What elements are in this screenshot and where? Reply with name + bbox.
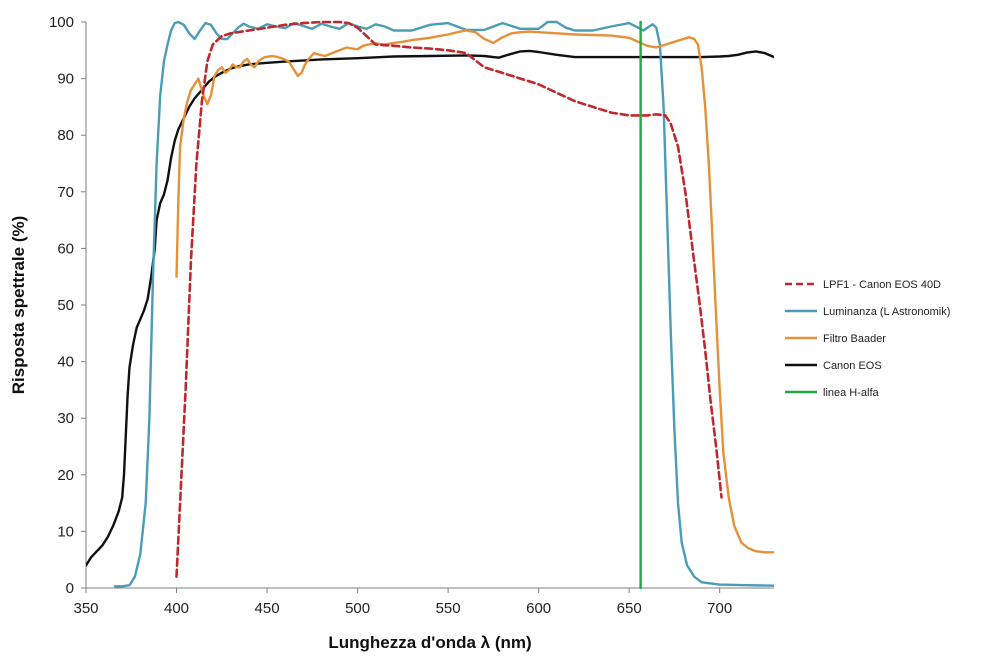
series-line-canon-eos: [86, 49, 774, 567]
x-tick-label: 400: [164, 600, 189, 617]
series-line-lpf1-canon-eos-40d: [175, 20, 723, 578]
y-tick-label: 10: [57, 523, 74, 540]
x-tick-label: 500: [345, 600, 370, 617]
y-tick-label: 0: [66, 580, 74, 597]
legend-label-filtro-baader: Filtro Baader: [823, 333, 886, 345]
y-tick-label: 50: [57, 297, 74, 314]
x-tick-label: 700: [707, 600, 732, 617]
y-tick-label: 100: [49, 14, 74, 31]
legend-label-canon-eos: Canon EOS: [823, 360, 882, 372]
x-tick-label: 550: [436, 600, 461, 617]
x-tick-label: 450: [255, 600, 280, 617]
legend-label-lpf1-canon-eos-40d: LPF1 - Canon EOS 40D: [823, 279, 941, 291]
x-axis-title: Lunghezza d'onda λ (nm): [328, 633, 531, 652]
legend-label-luminanza-l-astronomik: Luminanza (L Astronomik): [823, 306, 950, 318]
y-tick-label: 40: [57, 354, 74, 371]
axes: [81, 21, 774, 593]
y-tick-label: 30: [57, 410, 74, 427]
y-tick-label: 90: [57, 71, 74, 88]
y-tick-label: 70: [57, 184, 74, 201]
x-tick-label: 350: [73, 600, 98, 617]
x-tick-label: 650: [617, 600, 642, 617]
legend: LPF1 - Canon EOS 40D Luminanza (L Astrono…: [785, 279, 950, 399]
y-tick-label: 60: [57, 240, 74, 257]
series-lines: [86, 20, 774, 590]
y-axis-title: Risposta spettrale (%): [9, 216, 28, 395]
series-line-filtro-baader: [175, 29, 774, 554]
tick-labels: 0 10 20 30 40 50 60 70 80 90 100 350 400 450 500 550 600…: [49, 14, 732, 617]
x-tick-label: 600: [526, 600, 551, 617]
y-tick-label: 80: [57, 127, 74, 144]
series-line-luminanza-l-astronomik: [113, 20, 774, 588]
legend-label-linea-h-alfa: linea H-alfa: [823, 387, 880, 399]
y-tick-label: 20: [57, 467, 74, 484]
